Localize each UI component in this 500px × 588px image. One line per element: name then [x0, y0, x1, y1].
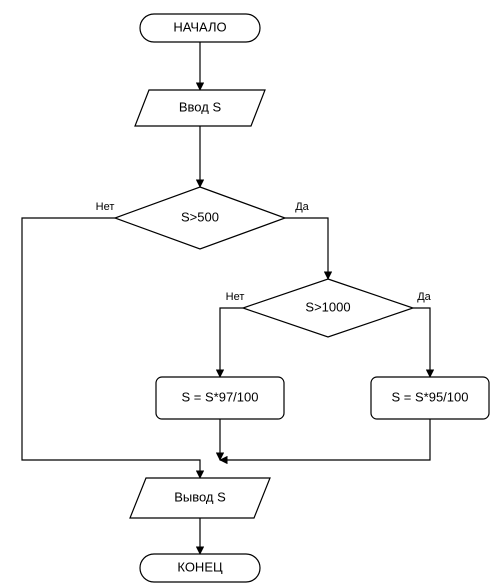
- edge-e_dec2_yes: [413, 308, 430, 377]
- edge-e_dec1_yes: [285, 218, 328, 279]
- node-input: Ввод S: [135, 90, 265, 126]
- node-label-proc95: S = S*95/100: [392, 389, 469, 404]
- node-proc97: S = S*97/100: [156, 377, 284, 419]
- edge-e_proc95_merge: [220, 419, 430, 460]
- edge-label-e_dec2_no: Нет: [226, 291, 245, 303]
- node-dec1: S>500: [115, 187, 285, 249]
- node-proc95: S = S*95/100: [371, 377, 489, 419]
- node-label-end: КОНЕЦ: [177, 559, 223, 574]
- node-label-start: НАЧАЛО: [173, 19, 226, 34]
- node-label-dec1: S>500: [181, 209, 219, 224]
- node-start: НАЧАЛО: [140, 14, 260, 42]
- node-label-proc97: S = S*97/100: [182, 389, 259, 404]
- node-output: Вывод S: [130, 478, 270, 518]
- edge-label-e_dec1_yes: Да: [295, 201, 309, 213]
- node-end: КОНЕЦ: [140, 554, 260, 582]
- flowchart-canvas: Нет Да Нет Да НАЧАЛО Ввод S S>500 S>1000 S = S*9…: [0, 0, 500, 588]
- edge-label-e_dec1_no: Нет: [96, 201, 115, 213]
- edge-e_dec1_no: [22, 218, 200, 478]
- node-label-dec2: S>1000: [305, 299, 350, 314]
- node-label-input: Ввод S: [179, 99, 222, 114]
- nodes-group: НАЧАЛО Ввод S S>500 S>1000 S = S*97/100 S = S…: [115, 14, 489, 582]
- edge-label-e_dec2_yes: Да: [417, 291, 431, 303]
- node-dec2: S>1000: [243, 279, 413, 337]
- edge-e_dec2_no: [220, 308, 243, 377]
- node-label-output: Вывод S: [174, 489, 226, 504]
